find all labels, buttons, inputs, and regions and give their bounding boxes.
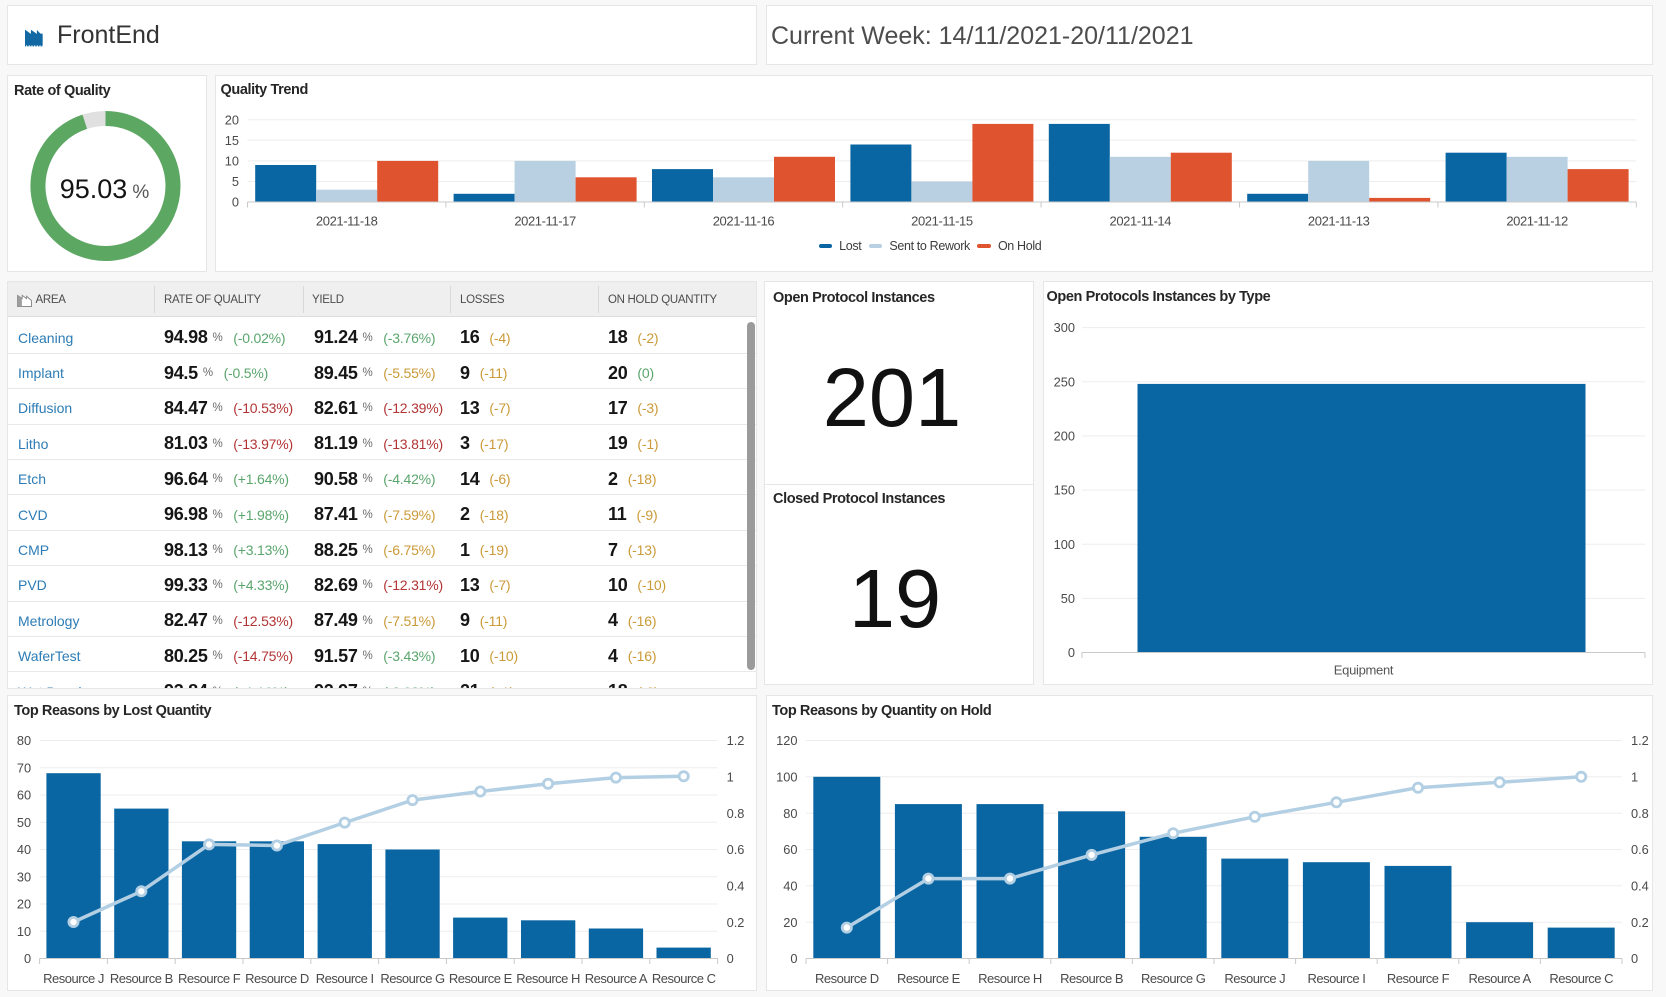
svg-text:0.8: 0.8 <box>1631 806 1649 821</box>
svg-text:0.4: 0.4 <box>1631 878 1649 893</box>
svg-text:150: 150 <box>1054 483 1075 498</box>
svg-text:80: 80 <box>17 733 31 748</box>
svg-text:10: 10 <box>225 154 239 169</box>
svg-text:1: 1 <box>727 769 734 784</box>
svg-text:0: 0 <box>727 951 734 966</box>
svg-text:0.2: 0.2 <box>727 915 745 930</box>
svg-text:70: 70 <box>17 760 31 775</box>
svg-text:15: 15 <box>225 133 239 148</box>
svg-text:30: 30 <box>17 869 31 884</box>
svg-text:120: 120 <box>776 733 797 748</box>
svg-text:Resource D: Resource D <box>815 971 879 986</box>
svg-text:2021-11-16: 2021-11-16 <box>713 214 775 229</box>
svg-text:2021-11-17: 2021-11-17 <box>514 214 576 229</box>
svg-text:Resource J: Resource J <box>1224 971 1285 986</box>
svg-text:0.2: 0.2 <box>1631 915 1649 930</box>
svg-text:20: 20 <box>225 112 239 127</box>
svg-text:80: 80 <box>783 806 797 821</box>
svg-text:0: 0 <box>790 951 797 966</box>
svg-text:60: 60 <box>17 788 31 803</box>
svg-text:Resource F: Resource F <box>1387 971 1450 986</box>
svg-text:2021-11-14: 2021-11-14 <box>1110 214 1172 229</box>
svg-text:Resource E: Resource E <box>449 971 513 986</box>
svg-text:10: 10 <box>17 924 31 939</box>
svg-text:Resource G: Resource G <box>1141 971 1206 986</box>
svg-text:Resource I: Resource I <box>1307 971 1365 986</box>
svg-text:2021-11-13: 2021-11-13 <box>1308 214 1370 229</box>
svg-text:2021-11-12: 2021-11-12 <box>1506 214 1568 229</box>
svg-text:20: 20 <box>783 915 797 930</box>
svg-text:40: 40 <box>17 842 31 857</box>
svg-text:100: 100 <box>776 769 797 784</box>
svg-text:0: 0 <box>24 951 31 966</box>
svg-text:Resource G: Resource G <box>380 971 445 986</box>
svg-text:Resource C: Resource C <box>1549 971 1613 986</box>
svg-text:Resource A: Resource A <box>585 971 648 986</box>
svg-text:Resource H: Resource H <box>516 971 580 986</box>
svg-text:1: 1 <box>1631 769 1638 784</box>
svg-text:0.8: 0.8 <box>727 806 745 821</box>
svg-text:Resource E: Resource E <box>897 971 961 986</box>
svg-text:0.6: 0.6 <box>727 842 745 857</box>
svg-text:300: 300 <box>1054 320 1075 335</box>
svg-text:Resource F: Resource F <box>178 971 241 986</box>
svg-text:Resource H: Resource H <box>978 971 1042 986</box>
svg-text:5: 5 <box>232 174 239 189</box>
svg-text:Resource B: Resource B <box>110 971 173 986</box>
svg-text:250: 250 <box>1054 374 1075 389</box>
svg-text:Resource D: Resource D <box>245 971 309 986</box>
svg-text:Resource J: Resource J <box>43 971 104 986</box>
svg-text:0.6: 0.6 <box>1631 842 1649 857</box>
svg-text:100: 100 <box>1054 537 1075 552</box>
svg-text:Resource A: Resource A <box>1468 971 1531 986</box>
svg-text:0: 0 <box>232 195 239 210</box>
svg-text:200: 200 <box>1054 429 1075 444</box>
svg-text:1.2: 1.2 <box>1631 733 1649 748</box>
svg-text:50: 50 <box>1061 591 1075 606</box>
svg-text:Equipment: Equipment <box>1334 663 1394 678</box>
svg-text:2021-11-18: 2021-11-18 <box>316 214 378 229</box>
svg-text:1.2: 1.2 <box>727 733 745 748</box>
svg-text:50: 50 <box>17 815 31 830</box>
svg-text:0: 0 <box>1631 951 1638 966</box>
svg-text:Resource I: Resource I <box>316 971 374 986</box>
svg-text:40: 40 <box>783 878 797 893</box>
svg-text:20: 20 <box>17 897 31 912</box>
svg-text:Resource B: Resource B <box>1060 971 1123 986</box>
svg-text:2021-11-15: 2021-11-15 <box>911 214 973 229</box>
svg-text:0: 0 <box>1068 645 1075 660</box>
svg-text:0.4: 0.4 <box>727 878 745 893</box>
svg-text:60: 60 <box>783 842 797 857</box>
svg-text:Resource C: Resource C <box>652 971 716 986</box>
